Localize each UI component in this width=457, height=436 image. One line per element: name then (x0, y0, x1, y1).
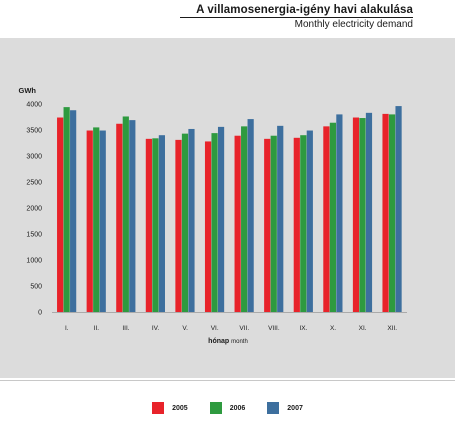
y-tick-label: 3500 (26, 128, 42, 135)
bar-2005-10 (323, 126, 330, 312)
y-tick-label: 500 (30, 284, 42, 291)
x-tick-label: VII. (239, 325, 249, 332)
x-tick-label: VI. (211, 325, 219, 332)
x-tick-label: II. (94, 325, 100, 332)
title-rule (180, 17, 413, 18)
bar-2005-2 (86, 130, 93, 312)
bar-2006-7 (241, 126, 248, 312)
chart-subtitle: Monthly electricity demand (294, 19, 413, 30)
bar-2006-5 (181, 133, 189, 312)
bar-2006-3 (122, 116, 129, 312)
x-axis-label-sub: month (231, 339, 248, 345)
bar-2007-7 (247, 119, 254, 312)
y-tick-label: 1000 (26, 258, 42, 265)
legend-label-2005: 2005 (172, 404, 188, 412)
bar-2007-11 (365, 112, 373, 312)
x-tick-label: III. (122, 325, 129, 332)
bar-2005-8 (264, 138, 271, 312)
bar-2007-1 (70, 110, 77, 313)
bar-2006-6 (211, 133, 218, 312)
y-tick-label: 4000 (26, 102, 42, 109)
legend-item-2007: 2007 (267, 402, 303, 414)
bar-2005-9 (293, 137, 300, 312)
chart-title: A villamosenergia-igény havi alakulása (196, 4, 413, 16)
bar-2007-9 (306, 130, 313, 312)
bar-2005-11 (352, 117, 360, 313)
bar-2007-8 (277, 125, 284, 312)
legend-divider (0, 380, 455, 381)
legend: 2005 2006 2007 (0, 398, 455, 418)
legend-swatch-2005 (152, 402, 165, 414)
bar-2005-12 (382, 113, 389, 312)
x-tick-label: XII. (387, 325, 397, 332)
legend-swatch-2007 (267, 402, 280, 414)
x-tick-label: VIII. (268, 325, 280, 332)
bar-2005-6 (204, 141, 212, 312)
x-tick-label: I. (65, 325, 69, 332)
bar-2006-8 (270, 135, 277, 312)
x-axis-label-main: hónap (208, 338, 231, 345)
y-tick-label: 1500 (26, 232, 42, 239)
bar-2005-1 (57, 117, 64, 313)
y-tick-label: 3000 (26, 154, 42, 161)
bar-2006-9 (300, 135, 307, 312)
bar-2007-12 (395, 106, 402, 312)
bar-2007-4 (158, 135, 165, 312)
bar-2005-7 (234, 135, 241, 312)
bar-2006-4 (152, 138, 159, 312)
legend-swatch-2006 (209, 402, 222, 414)
legend-label-2007: 2007 (287, 404, 303, 412)
x-tick-label: IV. (152, 325, 160, 332)
bar-2005-5 (175, 139, 182, 312)
y-axis-label: GWh (19, 86, 37, 95)
x-tick-label: V. (182, 325, 188, 332)
bar-2006-2 (93, 127, 100, 313)
bar-2006-12 (388, 114, 396, 313)
bar-2007-10 (336, 114, 343, 313)
x-tick-label: XI. (359, 325, 367, 332)
bar-2007-6 (217, 126, 225, 312)
y-tick-label: 2500 (26, 180, 42, 187)
legend-item-2006: 2006 (209, 402, 246, 414)
bar-2007-3 (129, 120, 136, 313)
bar-2006-11 (359, 118, 366, 312)
bar-2007-5 (188, 128, 195, 312)
bar-2005-3 (116, 123, 123, 312)
bar-2005-4 (145, 138, 152, 312)
x-axis-label: hónap month (208, 338, 248, 345)
x-tick-label: X. (330, 325, 336, 332)
legend-item-2005: 2005 (152, 402, 188, 414)
bar-2006-1 (63, 107, 70, 313)
legend-label-2006: 2006 (229, 404, 246, 412)
bar-2006-10 (329, 122, 336, 312)
y-tick-label: 2000 (26, 206, 42, 213)
y-tick-label: 0 (38, 310, 42, 317)
bar-2007-2 (99, 130, 106, 312)
x-tick-label: IX. (299, 325, 307, 332)
